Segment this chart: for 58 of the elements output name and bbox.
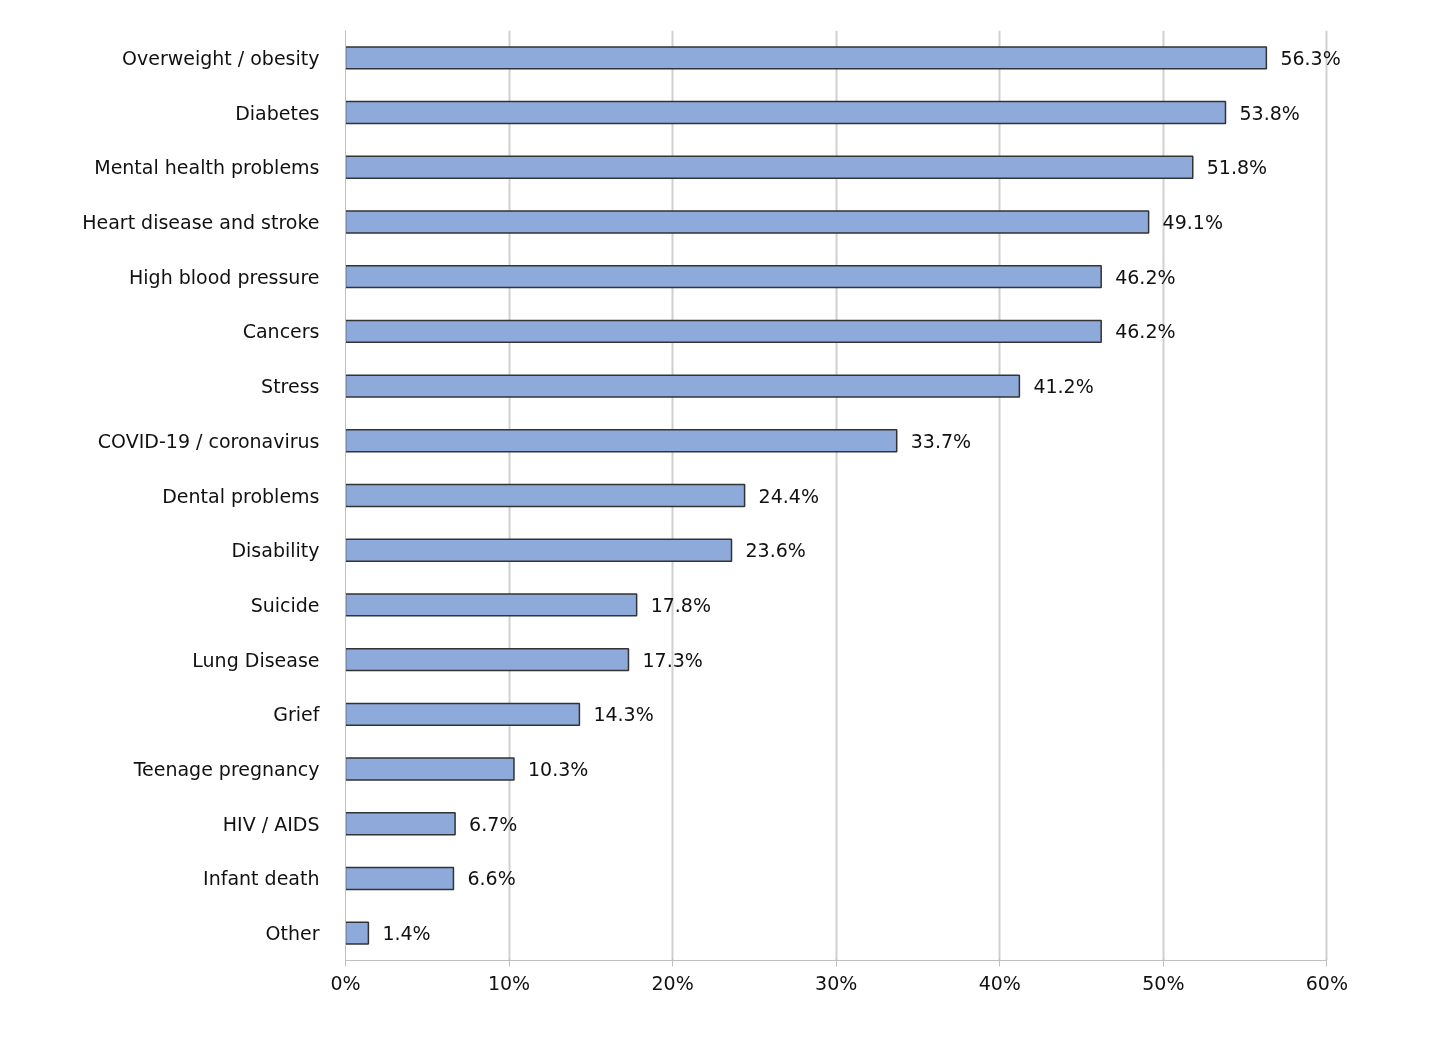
bar — [345, 46, 1268, 70]
bar — [345, 374, 1021, 398]
data-label: 23.6% — [745, 539, 806, 562]
bar — [345, 483, 746, 508]
bar — [345, 429, 898, 453]
data-label: 46.2% — [1115, 265, 1176, 288]
y-tick-label: Other — [265, 922, 320, 945]
y-tick-label: Disability — [231, 539, 320, 562]
bar — [345, 264, 1102, 289]
y-tick-label: Dental problems — [162, 484, 320, 507]
bar — [345, 757, 515, 781]
data-label: 10.3% — [527, 758, 589, 781]
bar — [345, 210, 1150, 234]
data-label: 41.2% — [1033, 375, 1094, 398]
y-tick-label: Cancers — [242, 320, 320, 343]
data-label: 14.3% — [593, 703, 654, 726]
data-label: 17.8% — [650, 593, 712, 616]
data-label: 56.3% — [1280, 46, 1341, 69]
data-label: 46.2% — [1115, 320, 1176, 343]
bar — [345, 921, 370, 945]
data-label: 33.7% — [910, 429, 972, 452]
data-label: 6.7% — [469, 812, 518, 835]
y-tick-label: Infant death — [203, 867, 320, 890]
data-label: 51.8% — [1206, 156, 1268, 179]
data-label: 6.6% — [467, 867, 516, 890]
bar — [345, 155, 1194, 179]
x-tick-label: 60% — [1305, 971, 1349, 994]
bar — [345, 319, 1102, 344]
y-tick-label: Teenage pregnancy — [132, 758, 320, 781]
x-tick-label: 50% — [1142, 971, 1185, 994]
y-tick-label: Suicide — [250, 593, 320, 616]
data-label: 17.3% — [642, 648, 703, 671]
y-tick-label: High blood pressure — [129, 265, 320, 288]
bar — [345, 593, 638, 617]
y-tick-label: Heart disease and stroke — [82, 210, 320, 233]
y-tick-label: HIV / AIDS — [222, 812, 320, 835]
x-tick-label: 20% — [651, 971, 694, 994]
y-tick-label: Mental health problems — [94, 156, 320, 179]
y-tick-label: Lung Disease — [192, 648, 320, 671]
data-label: 1.4% — [382, 922, 431, 945]
x-tick-label: 10% — [487, 971, 531, 994]
bar — [345, 538, 733, 562]
bar — [345, 647, 630, 672]
data-label: 24.4% — [758, 484, 819, 507]
y-tick-label: Stress — [261, 375, 320, 398]
bar — [345, 702, 581, 727]
x-tick-label: 40% — [978, 971, 1021, 994]
y-tick-label: COVID-19 / coronavirus — [97, 429, 320, 452]
bar — [345, 100, 1227, 125]
y-tick-label: Overweight / obesity — [122, 46, 320, 69]
y-tick-label: Diabetes — [235, 101, 320, 124]
x-tick-label: 0% — [330, 971, 361, 994]
bar — [345, 812, 456, 836]
bar — [345, 866, 455, 891]
y-tick-label: Grief — [273, 703, 321, 726]
data-label: 49.1% — [1162, 210, 1223, 233]
x-tick-label: 30% — [815, 971, 858, 994]
data-label: 53.8% — [1239, 101, 1300, 124]
